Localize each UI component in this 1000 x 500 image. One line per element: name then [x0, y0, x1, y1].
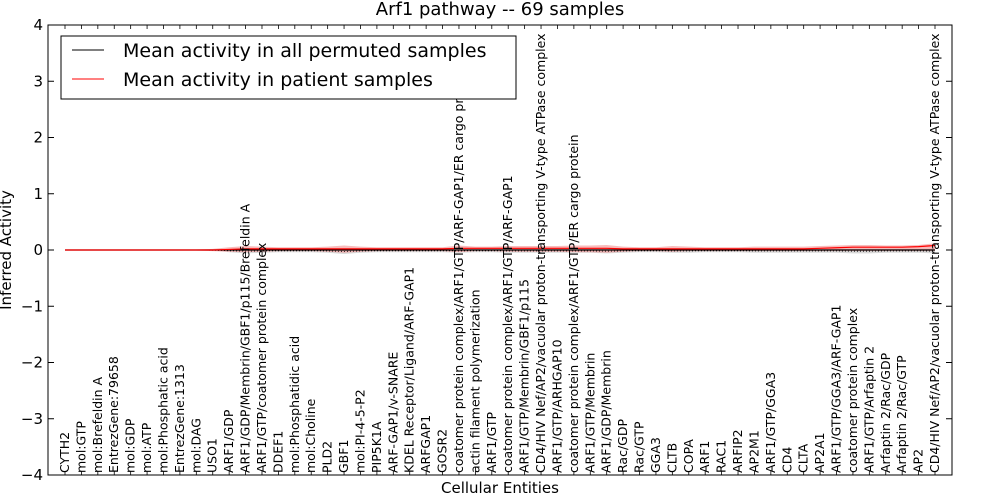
x-tick-label-42: AP2M1 — [746, 430, 761, 473]
x-tick-label-43: ARF1/GTP/GGA3 — [763, 372, 778, 473]
x-tick-label-33: ARF1/GDP/Membrin — [599, 350, 614, 473]
x-tick-label-22: ARFGAP1 — [418, 415, 433, 473]
legend-box — [60, 35, 517, 100]
y-tick-label-7: 3 — [33, 72, 43, 90]
x-tick-label-36: GGA3 — [648, 437, 663, 473]
y-axis: −4 −3 −2 −1 0 1 2 3 4 — [21, 16, 952, 484]
x-tick-label-24: coatomer protein complex/ARF1/GTP/ARF-GA… — [451, 67, 466, 473]
x-tick-label-48: coatomer protein complex — [845, 308, 860, 473]
x-tick-label-17: GBF1 — [336, 440, 351, 473]
chart-title: Arf1 pathway -- 69 samples — [376, 0, 624, 20]
x-tick-label-25: actin filament polymerization — [467, 289, 482, 473]
legend: Mean activity in all permuted samples Me… — [60, 35, 517, 100]
x-tick-label-15: mol:Choline — [303, 398, 318, 473]
x-tick-label-32: ARF1/GTP/Membrin — [582, 353, 597, 473]
x-tick-label-19: PIP5K1A — [369, 421, 384, 473]
x-tick-label-46: AP2A1 — [812, 432, 827, 473]
x-tick-label-31: coatomer protein complex/ARF1/GTP/ER car… — [566, 134, 581, 473]
x-tick-label-2: mol:Brefeldin A — [90, 376, 105, 473]
legend-label-permuted: Mean activity in all permuted samples — [123, 40, 486, 62]
x-tick-label-28: ARF1/GTP/Membrin/GBF1/p115 — [517, 279, 532, 473]
x-tick-label-23: GOSR2 — [435, 429, 450, 473]
x-tick-label-7: EntrezGene:1313 — [172, 364, 187, 473]
x-tick-labels: CYTH2 mol:GTP mol:Brefeldin A EntrezGene:79… — [57, 34, 942, 474]
x-tick-label-4: mol:GDP — [123, 418, 138, 473]
x-tick-label-53: CD4/HIV Nef/AP2/vacuolar proton-transpor… — [927, 34, 942, 474]
x-tick-label-12: ARF1/GTP/coatomer protein complex — [254, 243, 269, 473]
y-tick-label-6: 2 — [33, 129, 43, 147]
y-tick-label-4: 0 — [33, 241, 43, 259]
x-tick-label-26: ARF1/GTP — [484, 412, 499, 473]
x-tick-label-41: ARFIP2 — [730, 429, 745, 473]
x-tick-label-1: mol:GTP — [73, 421, 88, 473]
y-tick-label-5: 1 — [33, 185, 43, 203]
legend-label-patient: Mean activity in patient samples — [123, 69, 433, 91]
x-tick-label-8: mol:DAG — [188, 418, 203, 473]
x-tick-label-51: Arfaptin 2/Rac/GTP — [894, 355, 909, 473]
x-tick-label-9: USO1 — [205, 438, 220, 473]
x-tick-label-3: EntrezGene:79658 — [106, 356, 121, 473]
x-tick-label-52: AP2 — [911, 449, 926, 473]
x-axis-label: Cellular Entities — [441, 479, 559, 497]
x-tick-label-6: mol:Phosphatic acid — [156, 347, 171, 473]
x-tick-label-0: CYTH2 — [57, 432, 72, 473]
series-line-patient — [65, 244, 936, 251]
x-tick-label-50: Arfaptin 2/Rac/GDP — [878, 352, 893, 473]
x-tick-label-27: coatomer protein complex/ARF1/GTP/ARF-GA… — [500, 175, 515, 473]
x-tick-label-34: Rac/GDP — [615, 419, 630, 473]
y-tick-label-8: 4 — [33, 16, 43, 34]
x-tick-label-37: CLTB — [664, 443, 679, 473]
x-tick-label-14: mol:Phosphatidic acid — [287, 336, 302, 473]
x-tick-label-20: ARF-GAP1/v-SNARE — [385, 352, 400, 473]
x-tick-label-35: Rac/GTP — [632, 421, 647, 473]
x-tick-label-5: mol:ATP — [139, 422, 154, 473]
y-tick-label-3: −1 — [21, 297, 43, 315]
x-tick-label-29: CD4/HIV Nef/AP2/vacuolar proton-transpor… — [533, 34, 548, 474]
y-tick-label-2: −2 — [21, 354, 43, 372]
x-tick-label-47: ARF1/GTP/GGA3/ARF-GAP1 — [829, 305, 844, 473]
x-tick-label-21: KDEL Receptor/Ligand/ARF-GAP1 — [402, 267, 417, 473]
x-tick-label-45: CLTA — [796, 443, 811, 473]
series-lines — [65, 244, 936, 252]
x-tick-label-44: CD4 — [779, 447, 794, 473]
x-tick-label-11: ARF1/GDP/Membrin/GBF1/p115/Brefeldin A — [238, 203, 253, 473]
y-tick-label-0: −4 — [21, 466, 43, 484]
x-tick-label-10: ARF1/GDP — [221, 409, 236, 473]
x-tick-label-18: mol:PI-4-5-P2 — [353, 389, 368, 473]
x-tick-label-39: ARF1 — [697, 441, 712, 473]
x-tick-label-49: ARF1/GTP/Arfaptin 2 — [861, 346, 876, 473]
x-tick-label-13: DDEF1 — [270, 431, 285, 473]
x-tick-label-40: RAC1 — [714, 440, 729, 473]
x-tick-label-16: PLD2 — [320, 441, 335, 473]
y-tick-label-1: −3 — [21, 410, 43, 428]
y-axis-label: Inferred Activity — [0, 190, 15, 310]
x-tick-label-30: ARF1/GTP/ARHGAP10 — [550, 339, 565, 473]
x-tick-label-38: COPA — [681, 439, 696, 473]
